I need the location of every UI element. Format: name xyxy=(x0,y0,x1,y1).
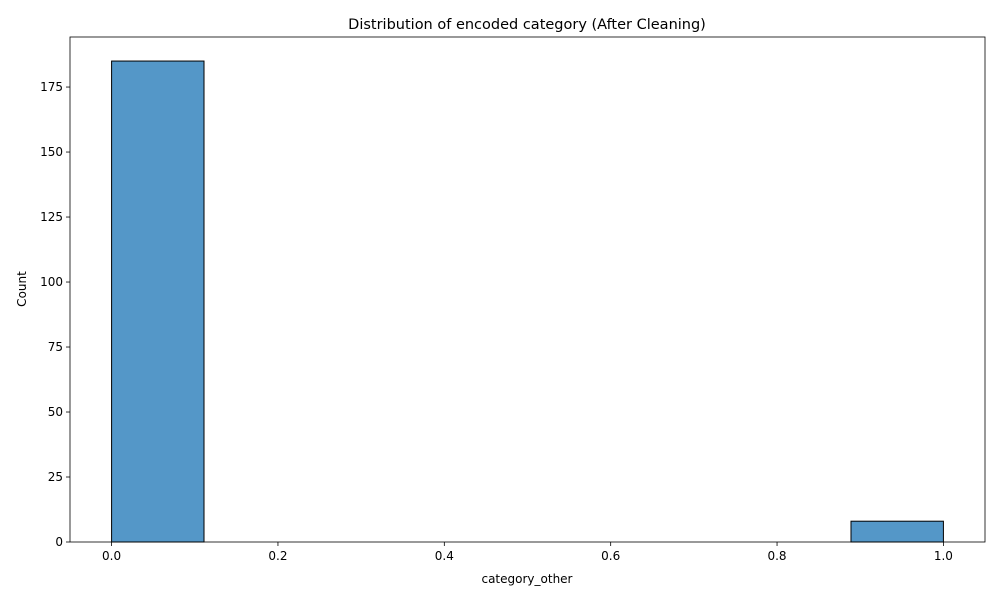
bars-group xyxy=(111,60,944,543)
y-tick-label: 175 xyxy=(40,80,63,94)
y-axis-ticks: 0 25 50 75 100 125 150 175 xyxy=(40,80,70,549)
histogram-bar-0 xyxy=(111,60,205,543)
y-axis-label: Count xyxy=(15,271,29,307)
y-tick-label: 75 xyxy=(48,340,63,354)
y-tick-label: 0 xyxy=(55,535,63,549)
y-tick-label: 125 xyxy=(40,210,63,224)
x-tick-label: 1.0 xyxy=(934,549,953,563)
x-tick-label: 0.8 xyxy=(767,549,786,563)
x-axis-ticks: 0.0 0.2 0.4 0.6 0.8 1.0 xyxy=(102,542,953,563)
histogram-bar-8 xyxy=(850,520,944,543)
x-tick-label: 0.4 xyxy=(435,549,454,563)
y-tick-label: 25 xyxy=(48,470,63,484)
y-tick-label: 150 xyxy=(40,145,63,159)
x-tick-label: 0.2 xyxy=(268,549,287,563)
x-tick-label: 0.6 xyxy=(601,549,620,563)
x-tick-label: 0.0 xyxy=(102,549,121,563)
chart-title: Distribution of encoded category (After … xyxy=(348,17,706,33)
plot-frame xyxy=(69,36,986,543)
y-tick-label: 50 xyxy=(48,405,63,419)
y-tick-label: 100 xyxy=(40,275,63,289)
x-axis-label: category_other xyxy=(481,572,572,586)
